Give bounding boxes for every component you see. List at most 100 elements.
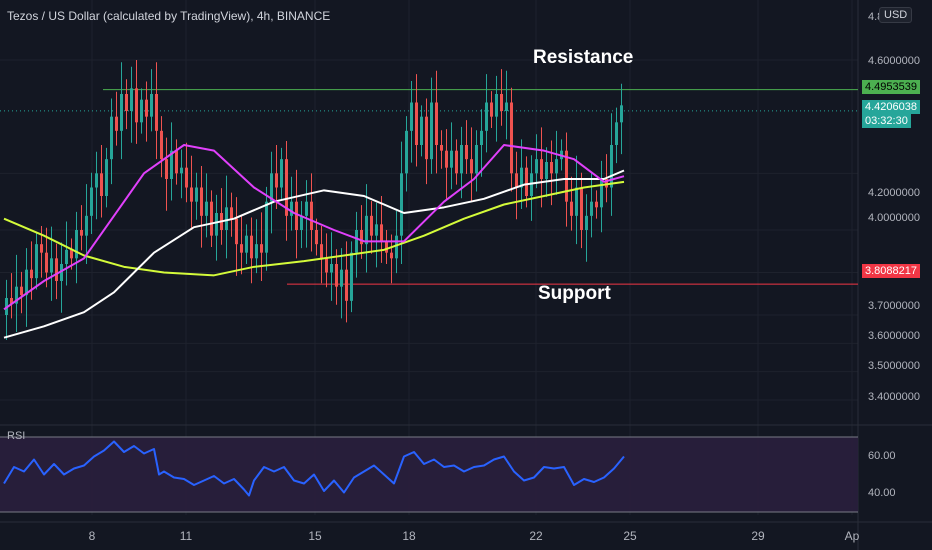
candle-body [60, 264, 63, 281]
candle-body [525, 167, 528, 196]
moving-average-lines [3, 144, 625, 339]
rsi-panel [0, 436, 858, 513]
candle-body [350, 252, 353, 301]
candle-body [280, 159, 283, 188]
candle-body [90, 187, 93, 216]
candle-body [255, 244, 258, 259]
candle-body [105, 159, 108, 196]
candle-body [605, 179, 608, 188]
candle-body [555, 159, 558, 174]
support-price-tag: 3.8088217 [862, 264, 920, 278]
candle-body [160, 130, 163, 160]
candle-body [145, 99, 148, 117]
candle-body [40, 244, 43, 253]
time-tick-label: 22 [529, 529, 543, 543]
candle-body [275, 173, 278, 188]
candle-body [415, 102, 418, 145]
candle-body [260, 244, 263, 253]
candle-body [435, 102, 438, 145]
candle-body [45, 252, 48, 273]
candle-body [580, 187, 583, 230]
candle-body [250, 235, 253, 259]
candle-body [65, 249, 68, 264]
candle-body [165, 159, 168, 179]
candle-body [225, 207, 228, 230]
resistance-annotation: Resistance [533, 47, 634, 68]
candle-body [75, 230, 78, 259]
chart-axes: 4.84.60000004.20000004.00000003.85000003… [89, 11, 920, 543]
candle-body [565, 150, 568, 202]
candle-body [540, 159, 543, 179]
bar-countdown: 03:32:30 [862, 114, 911, 128]
candle-body [620, 105, 623, 123]
candle-body [595, 201, 598, 208]
candle-body [135, 88, 138, 123]
candle-body [140, 99, 143, 123]
candle-body [445, 150, 448, 168]
candle-body [55, 258, 58, 281]
candle-body [25, 269, 28, 296]
time-tick-label: 15 [308, 529, 322, 543]
candle-body [185, 167, 188, 188]
candle-body [230, 207, 233, 219]
candle-body [30, 269, 33, 279]
candle-body [505, 102, 508, 111]
candle-body [320, 244, 323, 259]
candle-body [310, 201, 313, 230]
candle-body [175, 150, 178, 174]
candle-body [100, 173, 103, 196]
candle-body [200, 187, 203, 216]
candle-body [325, 258, 328, 273]
candle-body [195, 187, 198, 202]
candle-body [570, 201, 573, 216]
candle-body [180, 167, 183, 174]
rsi-tick-label: 60.00 [868, 450, 896, 462]
candle-body [110, 116, 113, 160]
candle-body [170, 150, 173, 179]
candle-body [395, 235, 398, 259]
rsi-line [3, 440, 625, 497]
candle-body [35, 244, 38, 279]
candle-body [80, 230, 83, 236]
candle-body [50, 258, 53, 273]
time-tick-label: 18 [402, 529, 416, 543]
candle-body [440, 145, 443, 151]
rsi-label[interactable]: RSI [7, 430, 26, 442]
time-tick-label: Ap [845, 529, 860, 543]
symbol-title[interactable]: Tezos / US Dollar (calculated by Trading… [7, 9, 331, 23]
candle-body [450, 150, 453, 168]
candle-body [355, 230, 358, 253]
candle-body [475, 145, 478, 174]
candle-body [615, 122, 618, 145]
candle-body [510, 102, 513, 174]
candle-body [270, 173, 273, 202]
candle-body [385, 241, 388, 253]
currency-badge[interactable]: USD [879, 7, 913, 23]
candle-body [485, 102, 488, 131]
candle-body [375, 224, 378, 236]
candle-body [240, 244, 243, 253]
candle-body [10, 298, 13, 304]
candle-body [535, 159, 538, 174]
time-tick-label: 8 [89, 529, 96, 543]
candle-body [290, 201, 293, 216]
candle-body [425, 116, 428, 160]
resistance-price-tag: 4.4953539 [862, 80, 920, 94]
candle-body [315, 230, 318, 245]
candle-body [130, 88, 133, 111]
support-resistance-lines[interactable] [0, 89, 858, 285]
ma-fast-line [3, 144, 625, 311]
candle-body [420, 116, 423, 145]
candle-body [245, 235, 248, 253]
time-tick-label: 25 [623, 529, 637, 543]
candle-body [285, 159, 288, 216]
candle-body [205, 201, 208, 216]
price-tick-label: 4.6000000 [868, 55, 920, 67]
candle-body [235, 218, 238, 245]
candle-body [465, 145, 468, 160]
candle-body [360, 230, 363, 245]
candle-body [480, 130, 483, 145]
candle-body [575, 187, 578, 216]
